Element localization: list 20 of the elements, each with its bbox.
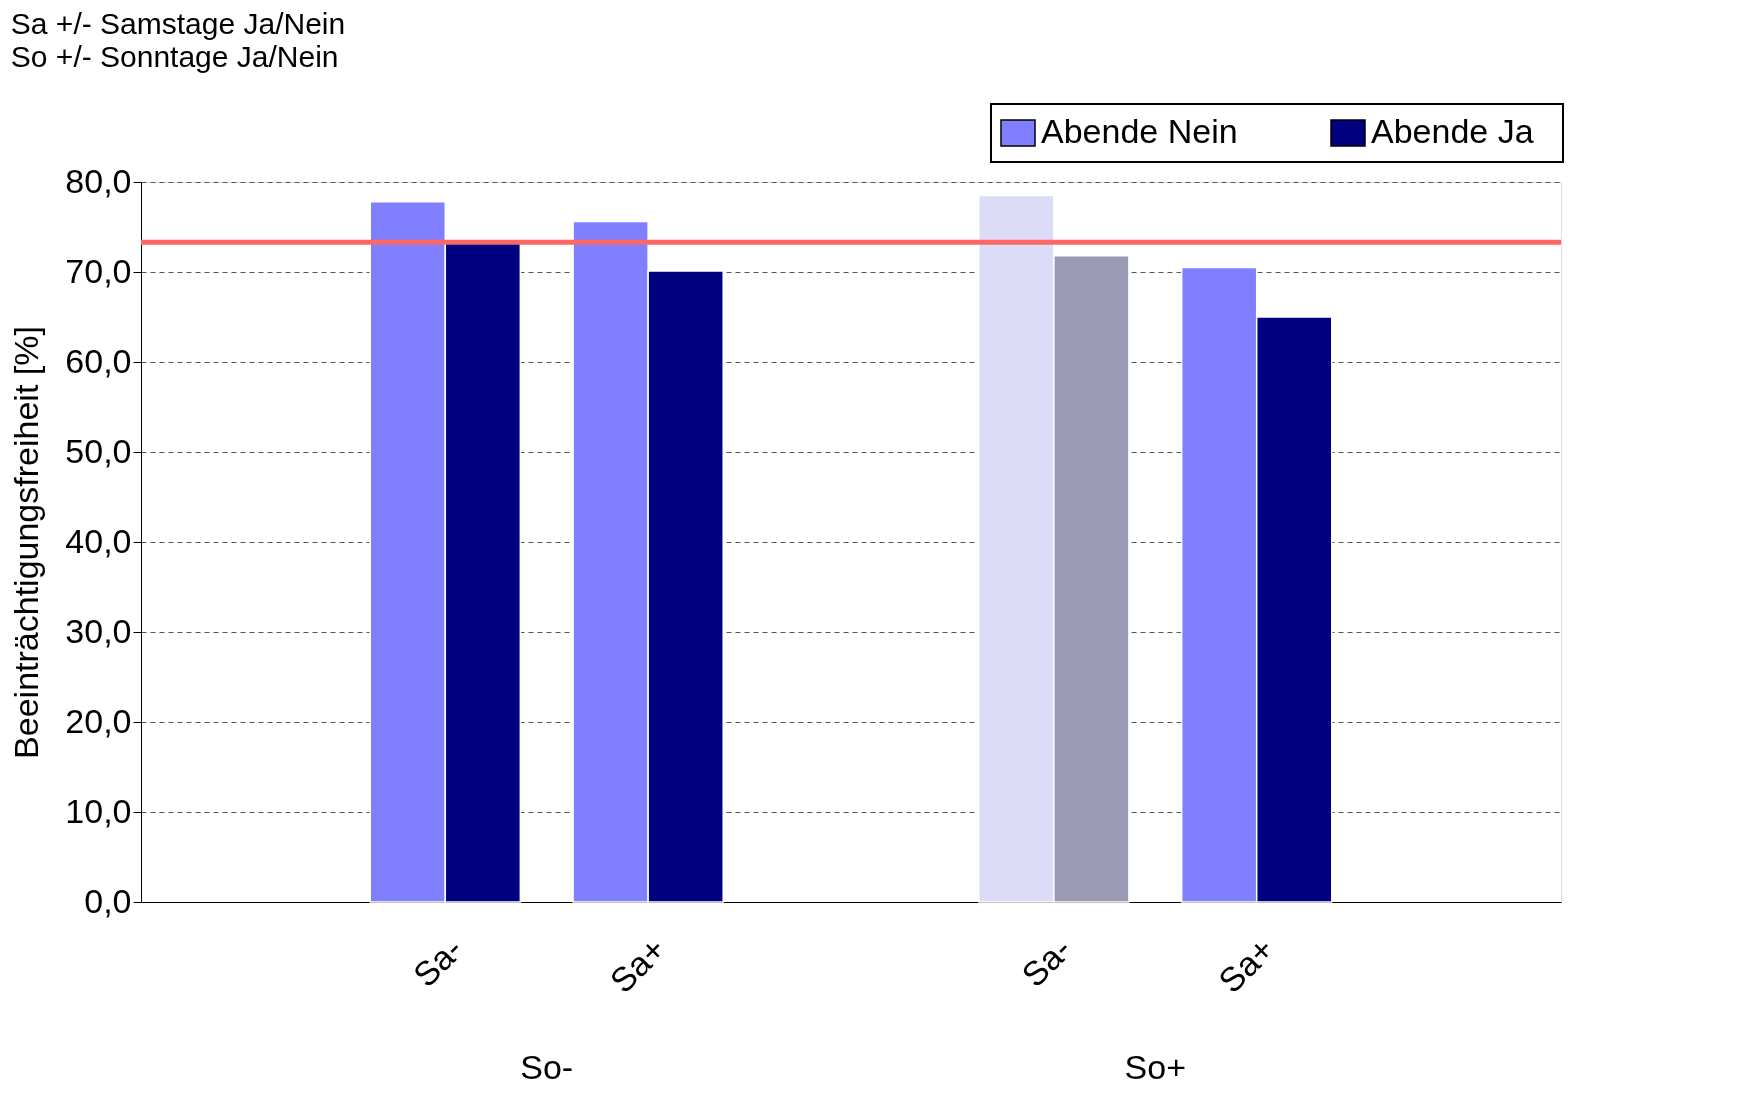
y-tick-label: 80,0 [65,161,132,200]
y-axis-title: Beeinträchtigungsfreiheit [%] [7,326,46,759]
y-tick-label: 70,0 [65,251,132,290]
y-tick-label: 60,0 [65,341,132,380]
x-tick-label: Sa+ [1210,929,1282,1000]
x-tick-label: Sa- [405,929,470,994]
y-tick-label: 20,0 [65,701,132,740]
x-tick-label: Sa- [1014,929,1079,994]
chart-subtitle: So +/- Sonntage Ja/Nein [10,40,339,73]
x-tick-label: Sa+ [602,929,673,1000]
text: So+ [1124,1048,1187,1086]
y-tick-label: 0,0 [84,881,132,920]
legend-label: Abende Nein [1041,112,1238,150]
y-tick-label: 10,0 [65,791,132,830]
y-tick-label: 30,0 [65,611,132,650]
y-tick-label: 50,0 [65,431,132,470]
text: So- [520,1048,574,1086]
chart-title: Sa +/- Samstage Ja/Nein [10,7,346,40]
y-tick-label: 40,0 [65,521,132,560]
legend-label: Abende Ja [1371,112,1534,150]
